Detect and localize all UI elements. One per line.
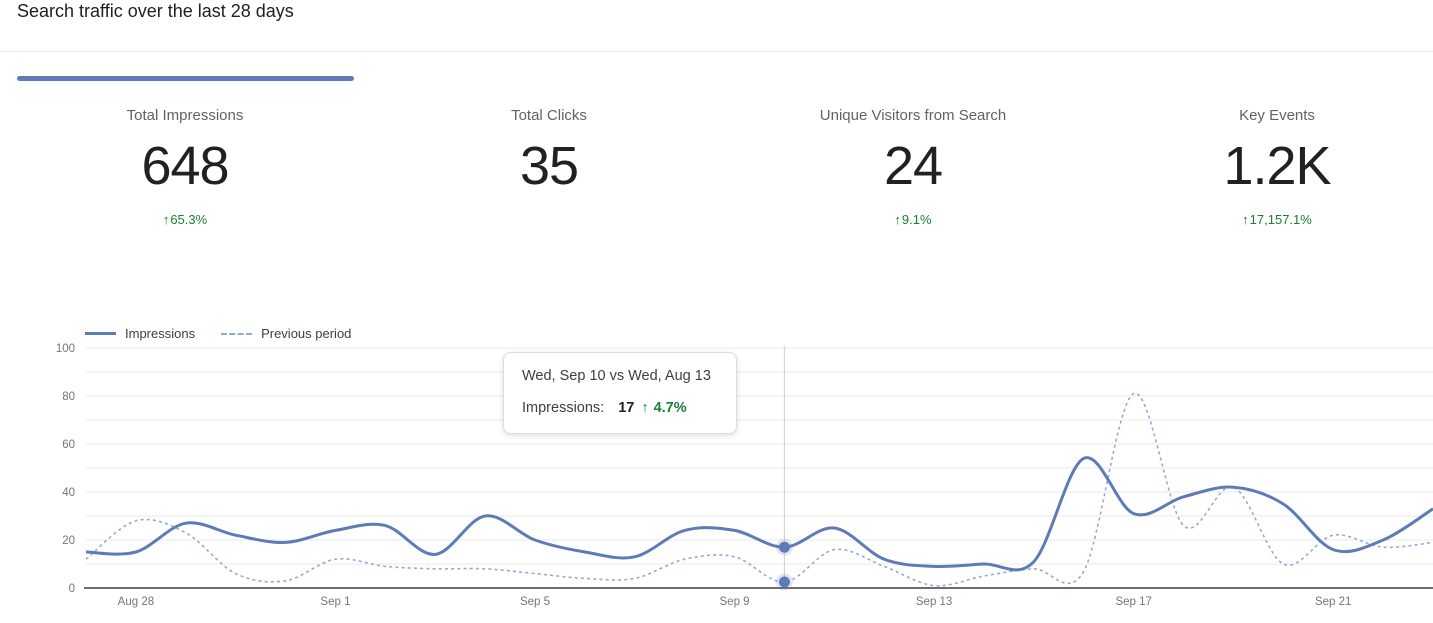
- metric-label: Unique Visitors from Search: [819, 107, 1007, 124]
- svg-text:100: 100: [56, 343, 75, 355]
- delta-percent: 17,157.1%: [1249, 212, 1312, 227]
- traffic-chart-svg[interactable]: 0 20 40 60 80 100 Aug 28 Sep 1 Sep 5 Sep 9 Sep 13 S…: [0, 340, 1433, 618]
- svg-text:Sep 13: Sep 13: [916, 596, 952, 608]
- metric-delta: ↑17,157.1%: [1242, 212, 1312, 228]
- metric-card-unique-visitors[interactable]: Unique Visitors from Search 24 ↑9.1%: [731, 107, 1095, 228]
- metric-label: Key Events: [1239, 107, 1315, 124]
- tooltip-metric-label: Impressions:: [522, 400, 605, 416]
- up-arrow-icon: ↑: [162, 212, 170, 227]
- page-title: Search traffic over the last 28 days: [17, 1, 294, 21]
- tooltip-date-range: Wed, Sep 10 vs Wed, Aug 13: [522, 368, 711, 384]
- legend-label: Impressions: [125, 326, 196, 341]
- tooltip-up-arrow-icon: ↑: [641, 400, 649, 416]
- chart-tooltip: Wed, Sep 10 vs Wed, Aug 13 Impressions: …: [503, 352, 737, 434]
- dashed-line-swatch-icon: [221, 332, 253, 335]
- svg-text:40: 40: [62, 487, 75, 499]
- solid-line-swatch-icon: [85, 332, 116, 335]
- traffic-chart[interactable]: 0 20 40 60 80 100 Aug 28 Sep 1 Sep 5 Sep 9 Sep 13 S…: [0, 340, 1433, 618]
- legend-item-impressions: Impressions: [85, 326, 195, 341]
- metric-label: Total Impressions: [126, 107, 244, 124]
- up-arrow-icon: ↑: [894, 212, 901, 227]
- svg-text:Sep 9: Sep 9: [720, 596, 750, 608]
- metric-delta: ↑9.1%: [894, 212, 931, 228]
- delta-percent: 9.1%: [901, 212, 932, 227]
- metrics-row: Total Impressions 648 ↑65.3% Total Click…: [3, 107, 1433, 228]
- svg-text:20: 20: [62, 535, 75, 547]
- svg-text:Sep 21: Sep 21: [1315, 596, 1351, 608]
- svg-text:Sep 5: Sep 5: [520, 596, 550, 608]
- legend-item-previous-period: Previous period: [221, 326, 351, 341]
- metric-value: 648: [141, 136, 229, 196]
- metric-card-key-events[interactable]: Key Events 1.2K ↑17,157.1%: [1095, 107, 1433, 228]
- metric-card-total-impressions[interactable]: Total Impressions 648 ↑65.3%: [3, 107, 367, 228]
- svg-text:0: 0: [69, 583, 75, 595]
- active-metric-tab-indicator: [17, 76, 354, 81]
- svg-text:80: 80: [62, 391, 75, 403]
- svg-text:60: 60: [62, 439, 75, 451]
- metric-value: 35: [519, 136, 579, 196]
- legend-label: Previous period: [261, 326, 352, 341]
- chart-legend: Impressions Previous period: [85, 326, 351, 341]
- metric-delta: ↑65.3%: [163, 212, 207, 228]
- tooltip-metric-row: Impressions: 17 ↑ 4.7%: [522, 400, 718, 416]
- tooltip-delta-percent: 4.7%: [653, 400, 687, 416]
- metric-value: 1.2K: [1223, 136, 1331, 196]
- metric-label: Total Clicks: [511, 107, 587, 124]
- svg-text:Sep 17: Sep 17: [1115, 596, 1151, 608]
- tooltip-metric-value: 17: [618, 400, 635, 416]
- delta-percent: 65.3%: [170, 212, 208, 227]
- metric-delta: [549, 212, 550, 228]
- metric-card-total-clicks[interactable]: Total Clicks 35: [367, 107, 731, 228]
- metric-value: 24: [883, 136, 943, 196]
- up-arrow-icon: ↑: [1242, 212, 1249, 227]
- svg-text:Sep 1: Sep 1: [320, 596, 350, 608]
- divider: [0, 51, 1433, 52]
- svg-text:Aug 28: Aug 28: [118, 596, 154, 608]
